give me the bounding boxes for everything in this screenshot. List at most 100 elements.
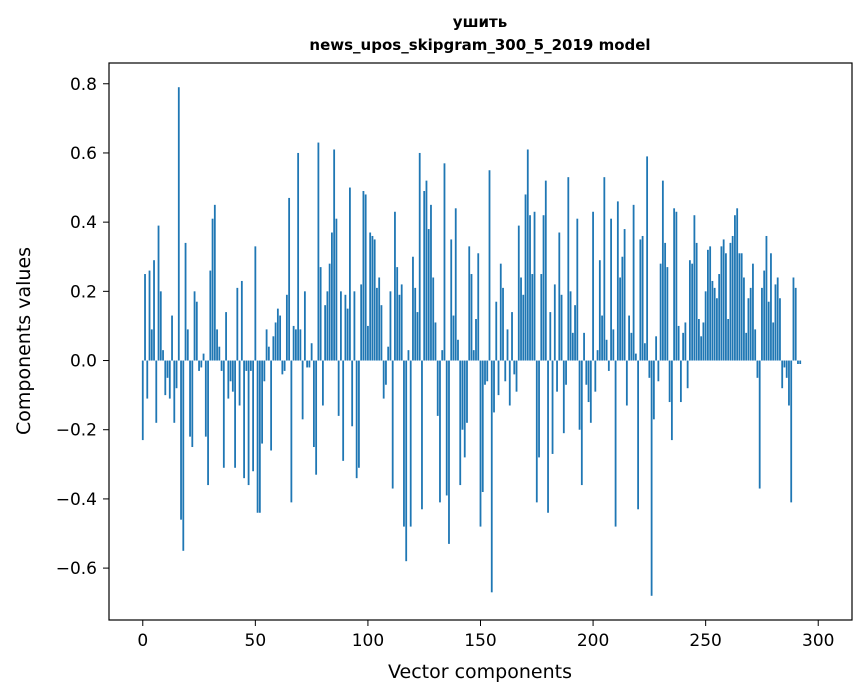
bar — [342, 360, 345, 461]
bar — [603, 177, 606, 361]
y-axis-ticks: −0.6 −0.4 −0.2 0.0 0.2 0.4 0.6 0.8 — [56, 75, 109, 579]
bar — [209, 270, 212, 361]
bar — [576, 218, 579, 361]
bar — [461, 360, 464, 430]
bar — [691, 263, 694, 361]
bar — [659, 263, 662, 361]
bar — [227, 360, 230, 399]
bar — [684, 322, 687, 361]
bar — [351, 360, 354, 427]
bar — [756, 360, 759, 378]
bar — [468, 246, 471, 361]
bar — [484, 360, 486, 385]
bar — [720, 246, 723, 361]
bar — [288, 197, 291, 361]
bar — [650, 360, 653, 596]
bar — [445, 360, 448, 496]
bar — [171, 315, 173, 361]
bar — [794, 287, 797, 361]
bar — [508, 360, 511, 406]
x-tick-label: 200 — [577, 631, 609, 651]
bar — [497, 360, 500, 396]
y-tick-label: −0.6 — [56, 559, 97, 579]
bar — [333, 149, 336, 361]
bar — [155, 360, 158, 423]
bar — [394, 211, 396, 361]
bar — [299, 329, 302, 361]
bar — [513, 360, 516, 375]
bar — [369, 232, 372, 361]
bar — [504, 360, 507, 382]
bar — [285, 294, 288, 361]
bar — [556, 360, 558, 392]
bar — [443, 163, 446, 361]
y-tick-label: 0.0 — [70, 352, 97, 372]
bar — [657, 360, 660, 382]
bar — [159, 291, 162, 361]
bar — [502, 287, 504, 361]
bar — [353, 291, 356, 361]
bar — [767, 301, 770, 361]
bar — [535, 360, 538, 503]
bar — [191, 360, 194, 448]
bar — [270, 360, 273, 451]
bar — [231, 360, 234, 392]
bar — [695, 242, 698, 361]
bar — [477, 253, 480, 361]
bar — [551, 360, 554, 454]
bar — [666, 267, 669, 361]
bar — [700, 336, 703, 361]
bar — [632, 204, 635, 361]
y-tick-label: 0.2 — [70, 282, 97, 302]
bar — [459, 360, 462, 486]
bar — [722, 239, 725, 361]
bar — [621, 256, 624, 361]
bar — [486, 360, 489, 382]
bar — [533, 211, 536, 361]
bar — [301, 360, 304, 420]
bar — [797, 360, 799, 364]
bar — [553, 284, 556, 361]
bar — [364, 194, 367, 361]
bar — [531, 274, 534, 361]
bar — [495, 301, 498, 361]
bar — [204, 360, 207, 437]
bar — [675, 211, 678, 361]
bar — [745, 332, 748, 361]
bar — [472, 350, 475, 361]
bar — [725, 253, 727, 361]
bar — [371, 235, 374, 361]
bar — [718, 274, 721, 361]
bar — [256, 360, 259, 513]
bar — [526, 149, 529, 361]
bar — [628, 315, 631, 361]
bar — [249, 360, 252, 371]
bar — [321, 360, 324, 406]
bar — [189, 360, 191, 437]
bar — [292, 325, 295, 361]
bar — [418, 152, 421, 361]
bar — [549, 312, 552, 361]
bar — [529, 215, 531, 361]
bar — [391, 360, 394, 489]
bar — [439, 360, 441, 503]
bar — [193, 291, 196, 361]
bar — [263, 360, 266, 382]
bar — [315, 360, 318, 475]
bar — [589, 360, 592, 423]
bar — [281, 360, 284, 375]
bar — [141, 360, 144, 441]
bar — [481, 360, 484, 492]
bar — [378, 277, 381, 361]
bar — [405, 360, 408, 562]
bar — [236, 287, 239, 361]
x-tick-label: 0 — [137, 631, 148, 651]
bar — [430, 204, 432, 361]
bar — [207, 360, 209, 486]
bar — [655, 336, 658, 361]
bar — [168, 360, 171, 399]
bar — [783, 360, 786, 368]
bar — [779, 298, 781, 361]
bar — [306, 360, 309, 368]
plot-frame — [108, 62, 853, 621]
